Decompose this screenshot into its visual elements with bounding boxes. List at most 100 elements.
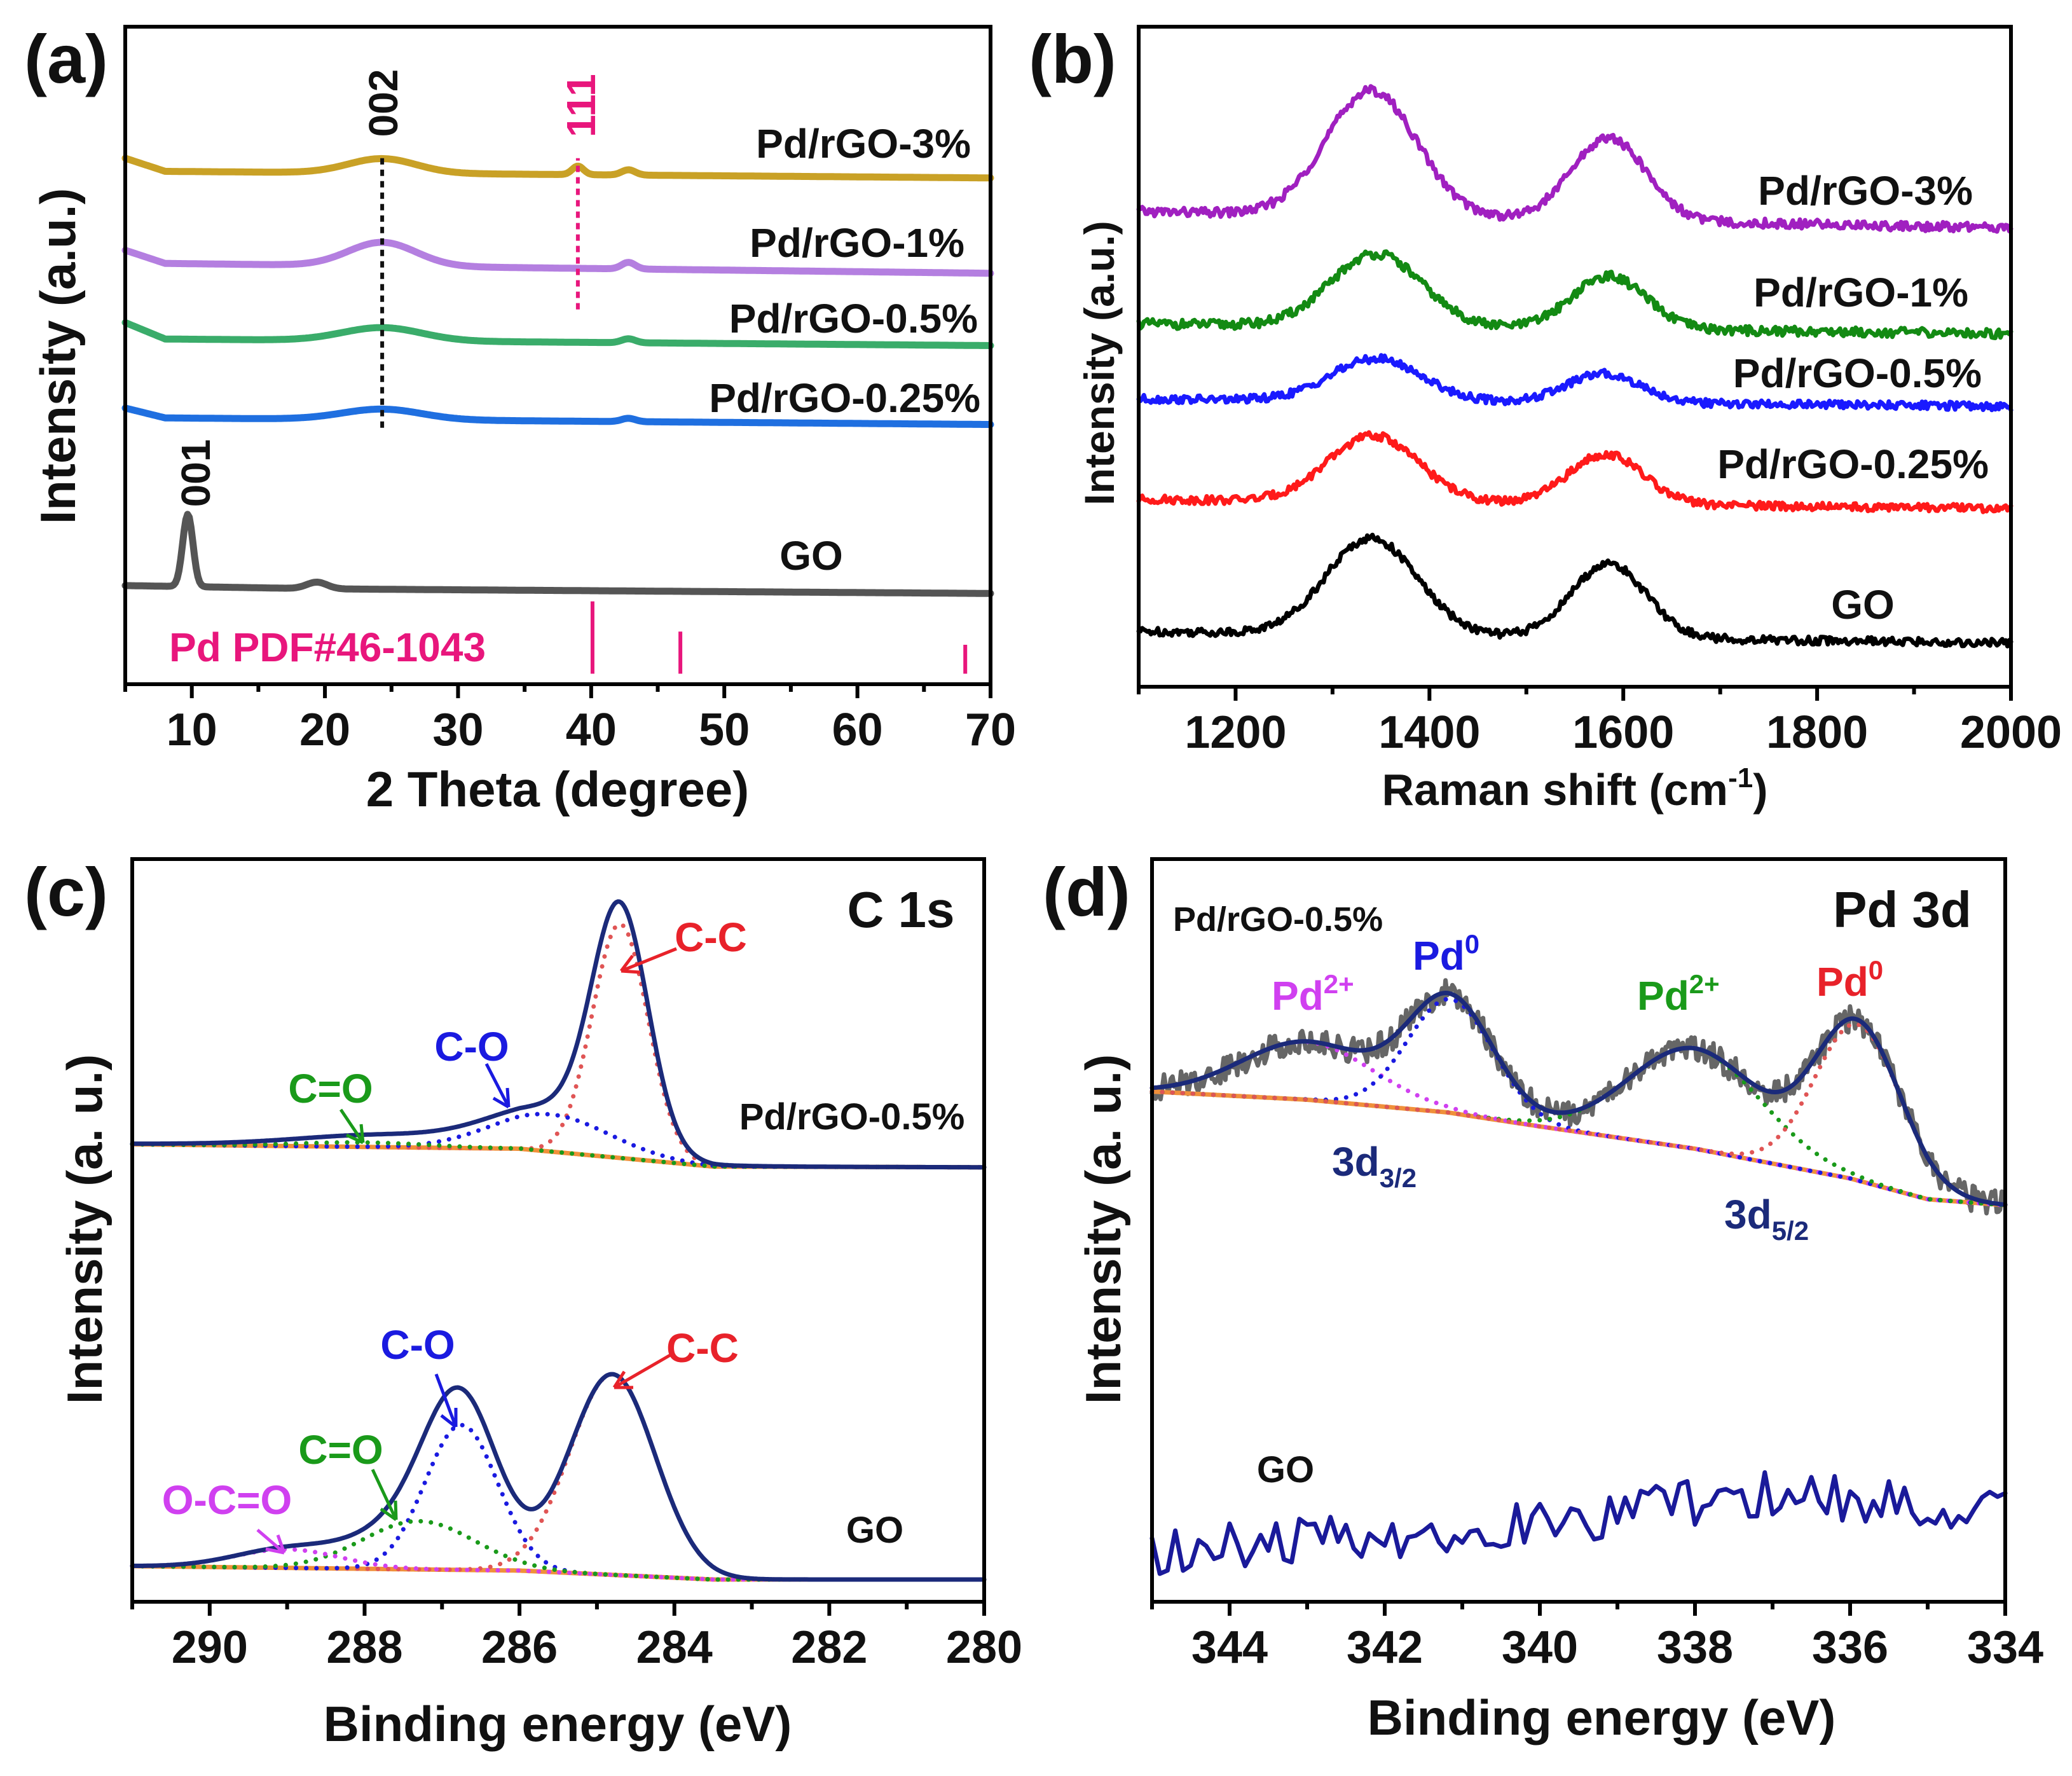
peak-label-c-o: C-O <box>434 1024 509 1070</box>
x-axis-label-b: Raman shift (cm-1) <box>1382 762 1768 815</box>
plot-frame-d <box>1150 857 2007 1604</box>
ticks-layer-a: 10 20 30 40 50 60 70 <box>123 684 1016 755</box>
peak-label-c-c: C-C <box>666 1325 739 1371</box>
peak-label-c-o: C-O <box>380 1322 455 1368</box>
x-tick-label: 334 <box>1967 1622 2043 1673</box>
series-line-go <box>1136 532 2014 649</box>
x-axis-label-a: 2 Theta (degree) <box>366 761 749 817</box>
series-line-go-envelope <box>130 1372 987 1582</box>
x-tick-label: 290 <box>172 1622 248 1673</box>
series-label: Pd/rGO-3% <box>756 121 971 167</box>
arrow-icon <box>371 1468 398 1522</box>
x-tick-label: 288 <box>326 1622 402 1673</box>
x-axis-label-d: Binding energy (eV) <box>1368 1690 1836 1745</box>
series-line-pd-rgo-3- <box>121 155 994 182</box>
peak-label-text: Pd <box>1637 973 1689 1019</box>
ticks-layer-c: 290 288 286 284 282 280 <box>130 1602 1022 1673</box>
series-label: Pd/rGO-0.25% <box>1717 441 1989 487</box>
reference-label: Pd PDF#46-1043 <box>169 624 486 670</box>
panel-label-d: (d) <box>1043 853 1130 930</box>
series-label: Pd/rGO-1% <box>1753 270 1968 315</box>
panel-b-raman: (b) 1200 1400 1600 1800 2000 Intensity (a.u.… <box>1029 20 2062 815</box>
annotations-c: C-C C-O C=O C-C C-O C=O O-C=O <box>162 914 747 1555</box>
peak-label-sup: 2+ <box>1689 969 1720 999</box>
x-tick-label: 30 <box>432 705 483 755</box>
series-line-pd-rgo-0-5-c-o <box>130 1140 987 1170</box>
arrow-icon <box>256 1529 286 1555</box>
x-tick-label: 1600 <box>1572 707 1674 758</box>
panel-label-a: (a) <box>24 20 108 97</box>
y-axis-label-b: Intensity (a.u.) <box>1076 221 1123 505</box>
series-label: Pd/rGO-0.25% <box>709 375 980 421</box>
series-layer-d <box>1149 978 2008 1576</box>
peak-label-pd0: Pd0 <box>1816 955 1883 1005</box>
plot-frame-b <box>1137 25 2013 689</box>
sample-label: Pd/rGO-0.5% <box>739 1096 965 1138</box>
panel-label-c: (c) <box>24 853 108 930</box>
peak-label-c-double-o: C=O <box>298 1427 383 1473</box>
series-line-raw <box>1149 978 2008 1216</box>
orbital-label-3d52: 3d5/2 <box>1724 1192 1809 1246</box>
annotation-111: 111 <box>558 74 604 137</box>
peak-label-pd2-plus: Pd2+ <box>1637 969 1720 1019</box>
arrow-icon <box>339 1108 365 1145</box>
peak-label-text: Pd <box>1272 973 1324 1019</box>
x-tick-label: 20 <box>299 705 350 755</box>
panel-a-xrd: (a) 10 20 30 40 50 60 70 Intensity (a.u.) 2 Th… <box>24 20 1016 817</box>
y-axis-label-d: Intensity (a. u.) <box>1075 1054 1131 1404</box>
series-label: Pd/rGO-3% <box>1758 168 1973 214</box>
y-axis-label-a: Intensity (a.u.) <box>30 188 86 525</box>
x-tick-label: 1400 <box>1378 707 1480 758</box>
x-tick-label: 282 <box>791 1622 867 1673</box>
orbital-label-text: 3d <box>1724 1192 1772 1237</box>
series-line-pd-rgo-0-5- <box>1136 353 2014 413</box>
x-axis-label-b-sup: -1 <box>1728 762 1753 794</box>
arrow-icon <box>484 1063 511 1109</box>
series-line-pd-rgo-3- <box>1136 84 2014 234</box>
x-tick-label: 286 <box>481 1622 558 1673</box>
x-tick-label: 342 <box>1347 1622 1423 1673</box>
plot-frame-c <box>130 857 986 1604</box>
x-tick-label: 10 <box>167 705 217 755</box>
arrow-icon <box>612 1353 673 1389</box>
annotation-001: 001 <box>173 439 219 507</box>
x-tick-label: 2000 <box>1960 707 2062 758</box>
x-tick-label: 336 <box>1812 1622 1888 1673</box>
x-axis-label-b-text: Raman shift (cm <box>1382 765 1729 815</box>
peak-label-text: Pd <box>1816 959 1869 1005</box>
x-tick-label: 1200 <box>1184 707 1286 758</box>
panel-title-d: Pd 3d <box>1833 881 1972 938</box>
panel-c-xps-c1s: (c) 290 288 286 284 282 280 Intensity (a. u.)… <box>24 853 1022 1752</box>
arrows-c <box>256 947 677 1555</box>
peak-label-pd2-plus: Pd2+ <box>1272 969 1354 1019</box>
y-axis-label-c: Intensity (a. u.) <box>57 1054 113 1404</box>
series-line-envelope <box>1149 991 2008 1208</box>
peak-label-c-double-o: C=O <box>288 1066 373 1112</box>
orbital-label-3d32: 3d3/2 <box>1332 1139 1417 1193</box>
sample-label: GO <box>846 1510 903 1551</box>
series-layer-c <box>130 899 987 1582</box>
x-tick-label: 340 <box>1502 1622 1578 1673</box>
series-layer-b <box>1136 84 2014 649</box>
series-line-pd-rgo-0-25- <box>1136 430 2014 514</box>
series-label: Pd/rGO-0.5% <box>1733 350 1982 396</box>
x-tick-label: 60 <box>832 705 883 755</box>
x-tick-label: 1800 <box>1766 707 1868 758</box>
orbital-label-sub: 3/2 <box>1380 1163 1417 1193</box>
panel-d-xps-pd3d: (d) 344 342 340 338 336 334 Intensity (a. u.)… <box>1043 853 2043 1745</box>
peak-label-sup: 0 <box>1465 929 1479 959</box>
orbital-label-text: 3d <box>1332 1139 1380 1185</box>
series-label: Pd/rGO-0.5% <box>729 296 978 341</box>
series-line-pd-rgo-0-25- <box>121 404 994 429</box>
plot-frame-a <box>123 25 992 686</box>
sample-label: GO <box>1257 1449 1314 1490</box>
series-line-pd-rgo-1- <box>1136 249 2014 340</box>
x-tick-label: 338 <box>1657 1622 1733 1673</box>
peak-label-sup: 0 <box>1869 955 1883 985</box>
panel-label-b: (b) <box>1029 20 1116 97</box>
series-label: Pd/rGO-1% <box>750 220 964 266</box>
ticks-layer-b: 1200 1400 1600 1800 2000 <box>1137 687 2062 758</box>
x-tick-label: 70 <box>965 705 1016 755</box>
series-line-go <box>121 511 994 597</box>
